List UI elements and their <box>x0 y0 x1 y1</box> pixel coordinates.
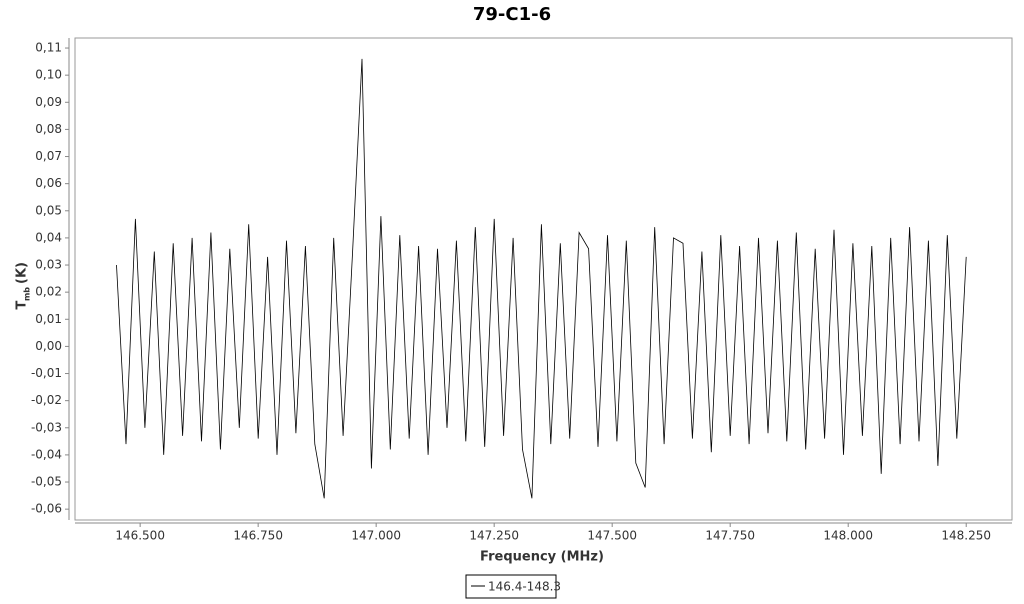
y-tick-label: -0,03 <box>31 420 62 434</box>
chart-title: 79-C1-6 <box>473 4 551 25</box>
y-tick-label: 0,01 <box>35 312 62 326</box>
legend-box <box>465 574 557 599</box>
series-line <box>116 58 967 499</box>
x-tick-label: 148.250 <box>941 529 991 543</box>
y-tick-label: 0,10 <box>35 68 62 82</box>
x-tick-label: 146.750 <box>233 529 283 543</box>
y-tick-label: 0,11 <box>35 41 62 55</box>
y-tick-label: -0,01 <box>31 366 62 380</box>
x-tick-label: 148.000 <box>823 529 873 543</box>
y-tick-label: 0,02 <box>35 285 62 299</box>
x-tick-label: 146.500 <box>115 529 165 543</box>
y-label-unit: (K) <box>15 262 30 284</box>
y-label-main: T <box>15 300 30 309</box>
x-tick-label: 147.500 <box>587 529 637 543</box>
y-tick-label: 0,07 <box>35 149 62 163</box>
y-tick-label: 0,03 <box>35 258 62 272</box>
y-tick-label: -0,02 <box>31 393 62 407</box>
y-axis-label: T mb (K) <box>15 262 32 309</box>
y-tick-label: 0,08 <box>35 122 62 136</box>
x-tick-label: 147.000 <box>351 529 401 543</box>
y-tick-label: 0,04 <box>35 230 62 244</box>
y-label-sub: mb <box>23 287 32 301</box>
y-tick-label: -0,04 <box>31 447 62 461</box>
y-tick-label: -0,06 <box>31 502 62 516</box>
x-axis-label: Frequency (MHz) <box>480 550 604 565</box>
y-tick-label: 0,06 <box>35 176 62 190</box>
x-tick-label: 147.250 <box>469 529 519 543</box>
plot-frame <box>74 37 1013 521</box>
x-tick-label: 147.750 <box>705 529 755 543</box>
y-tick-label: 0,09 <box>35 95 62 109</box>
y-tick-label: 0,05 <box>35 203 62 217</box>
y-tick-label: -0,05 <box>31 475 62 489</box>
legend-label: 146.4-148.3 <box>488 580 561 594</box>
y-tick-label: 0,00 <box>35 339 62 353</box>
